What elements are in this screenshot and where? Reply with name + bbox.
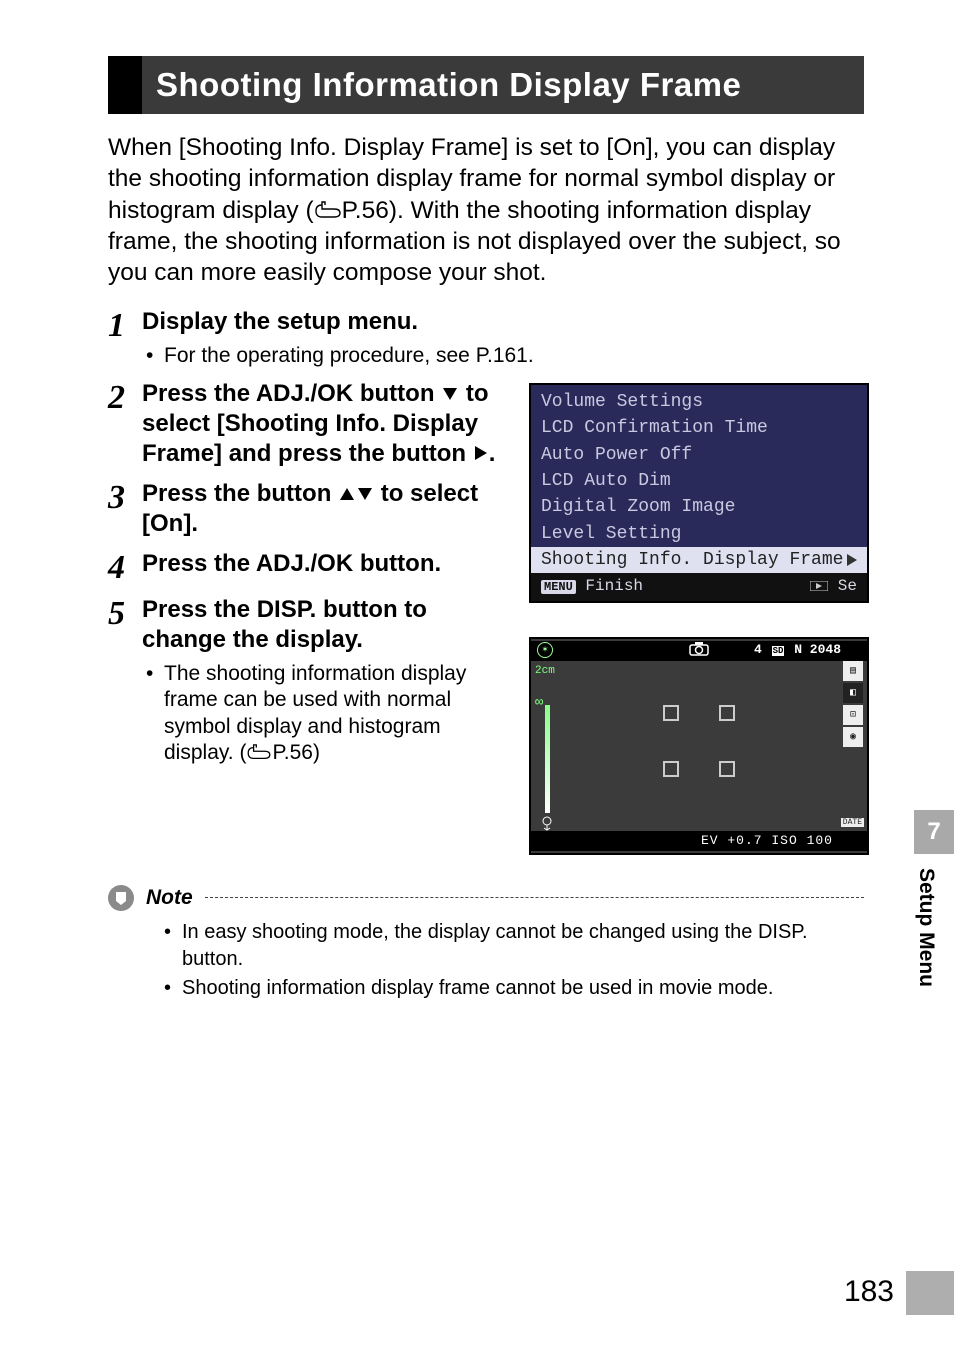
step-5: 5 Press the DISP. button to change the d… [108,595,509,766]
down-triangle-icon [356,486,374,502]
focus-icon: ⊡ [843,705,863,725]
right-column: Volume Settings LCD Confirmation Time Au… [529,379,869,855]
menu-item: Volume Settings [531,389,867,415]
right-triangle-icon [810,581,828,591]
metering-icon: ◉ [843,727,863,747]
date-badge: DATE [841,818,864,827]
step2-text-a: Press the ADJ./OK button [142,380,441,407]
chapter-label: Setup Menu [914,854,946,987]
step-1: 1 Display the setup menu. For the operat… [108,307,864,369]
menu-item: LCD Confirmation Time [531,415,867,441]
step-subtext: For the operating procedure, see P.161. [142,343,864,369]
corner-br [719,761,735,777]
side-tab: 7 Setup Menu [914,810,954,987]
menu-finish-label: Finish [585,577,643,595]
step-4: 4 Press the ADJ./OK button. [108,549,509,585]
step5-sub-b: P.56) [272,741,320,764]
two-column-region: 2 Press the ADJ./OK button to select [Sh… [108,379,864,855]
note-divider [205,897,864,898]
menu-footer-right-text: Se [838,577,857,595]
section-title: Shooting Information Display Frame [142,56,864,114]
step2-text-c: . [489,440,496,467]
menu-item-selected: Shooting Info. Display Frame [531,547,867,573]
step-body: Press the ADJ./OK button. [142,549,509,585]
menu-footer: MENU Finish Se [531,573,867,601]
focus-scale: 2cm ∞ [535,665,563,827]
title-accent [108,56,142,114]
menu-item: Auto Power Off [531,442,867,468]
page-number-accent [906,1271,954,1315]
steps-list: 1 Display the setup menu. For the operat… [108,307,864,855]
scale-bar [545,705,550,813]
image-size: N 2048 [794,642,841,657]
step-body: Display the setup menu. For the operatin… [142,307,864,369]
step-2: 2 Press the ADJ./OK button to select [Sh… [108,379,509,469]
scale-label-near: 2cm [535,665,555,677]
corner-bl [663,761,679,777]
scale-label-infinity: ∞ [535,695,543,711]
quality-icon: ▤ [843,661,863,681]
exposure-info: EV +0.7 ISO 100 [701,833,833,848]
menu-item: Level Setting [531,521,867,547]
step-number: 3 [108,479,142,539]
step-number: 2 [108,379,142,469]
camera-icon [689,642,709,656]
step-heading: Press the ADJ./OK button. [142,549,509,579]
note-label: Note [146,886,193,910]
note-block: Note In easy shooting mode, the display … [108,885,864,1002]
corner-tr [719,705,735,721]
camera-menu-screenshot: Volume Settings LCD Confirmation Time Au… [529,383,869,603]
step-body: Press the ADJ./OK button to select [Shoo… [142,379,509,469]
chapter-number: 7 [914,810,954,854]
menu-footer-right: Se [810,576,857,598]
step-body: Press the button to select [On]. [142,479,509,539]
step-number: 5 [108,595,142,766]
down-triangle-icon [441,386,459,402]
step3-text-a: Press the button [142,480,338,507]
right-triangle-icon [847,554,857,566]
note-item: Shooting information display frame canno… [164,975,864,1002]
shots-remaining: 4 [754,642,762,657]
reference-hand-icon [246,744,272,762]
up-triangle-icon [338,486,356,502]
step-subtext: The shooting information display frame c… [142,661,509,766]
sd-badge: SD [772,646,785,656]
step-body: Press the DISP. button to change the dis… [142,595,509,766]
step-3: 3 Press the button to select [On]. [108,479,509,539]
right-triangle-icon [473,444,489,462]
menu-item: LCD Auto Dim [531,468,867,494]
note-header: Note [108,885,864,911]
step-heading: Press the ADJ./OK button to select [Shoo… [142,379,509,469]
corner-tl [663,705,679,721]
menu-badge: MENU [541,580,576,594]
wb-icon: ◧ [843,683,863,703]
step-heading: Display the setup menu. [142,307,864,337]
preview-bottom-bar: EV +0.7 ISO 100 [531,831,867,851]
camera-preview-screenshot: ✶ 4 SD N 2048 2cm ∞ ▤ ◧ [529,637,869,855]
menu-footer-left: MENU Finish [541,576,643,598]
preview-top-right: 4 SD N 2048 [754,642,841,657]
left-column: 2 Press the ADJ./OK button to select [Sh… [108,379,509,855]
note-list: In easy shooting mode, the display canno… [108,919,864,1002]
page-number: 183 [844,1275,894,1309]
step-heading: Press the button to select [On]. [142,479,509,539]
step-heading: Press the DISP. button to change the dis… [142,595,509,655]
menu-item: Digital Zoom Image [531,494,867,520]
page: Shooting Information Display Frame When … [0,0,954,1345]
preview-right-icons: ▤ ◧ ⊡ ◉ [843,661,865,747]
flash-mode-icon: ✶ [537,642,553,658]
intro-paragraph: When [Shooting Info. Display Frame] is s… [108,132,864,289]
section-title-bar: Shooting Information Display Frame [108,56,864,114]
note-icon [108,885,134,911]
step-number: 1 [108,307,142,369]
note-item: In easy shooting mode, the display canno… [164,919,864,973]
macro-icon [539,815,555,831]
step-number: 4 [108,549,142,585]
reference-hand-icon [314,201,342,221]
menu-selected-label: Shooting Info. Display Frame [541,548,843,572]
